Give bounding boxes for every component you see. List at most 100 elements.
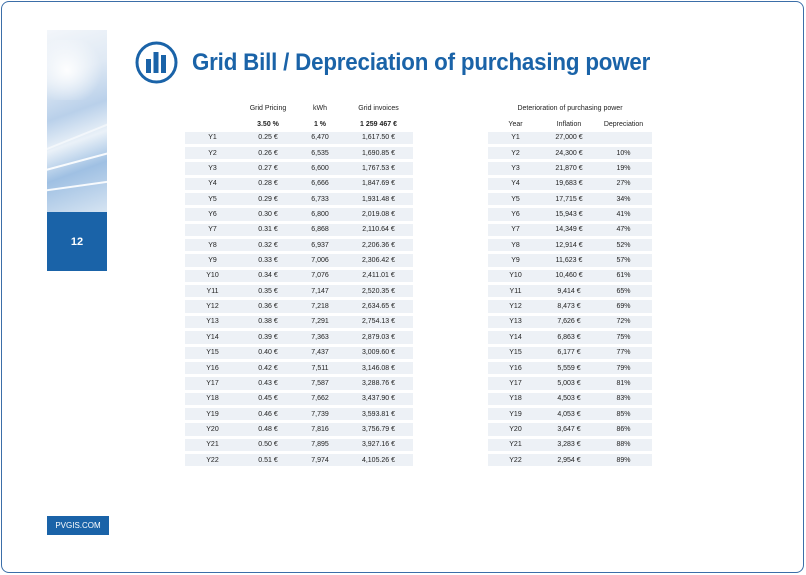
grid-bill-table-body: Y1 0.25 €6,470 1,617.50 € Y2 0.26 €6,535 1,69… [185, 131, 413, 470]
table-row: Y20 3,647 €86% [488, 423, 652, 439]
cell-grid-pricing: 0.26 € [240, 147, 296, 163]
table-row: Y12 8,473 €69% [488, 300, 652, 316]
cell-inflation: 4,053 € [543, 408, 595, 424]
cell-year: Y6 [488, 208, 543, 224]
cell-depreciation: 27% [595, 178, 652, 194]
cell-year: Y21 [185, 439, 240, 454]
cell-inflation: 3,283 € [543, 439, 595, 454]
cell-year: Y3 [488, 162, 543, 178]
cell-grid-invoice: 3,756.79 € [344, 423, 413, 439]
cell-depreciation: 88% [595, 439, 652, 454]
cell-grid-invoice: 1,767.53 € [344, 162, 413, 178]
cell-inflation: 11,623 € [543, 254, 595, 270]
cell-grid-invoice: 2,634.65 € [344, 300, 413, 316]
cell-year: Y17 [488, 377, 543, 393]
cell-kwh: 7,291 [296, 316, 344, 332]
cell-kwh: 6,470 [296, 132, 344, 148]
cell-year: Y17 [185, 377, 240, 393]
cell-year: Y8 [185, 239, 240, 255]
cell-depreciation: 81% [595, 377, 652, 393]
cell-grid-pricing: 0.43 € [240, 377, 296, 393]
cell-year: Y4 [488, 178, 543, 194]
cell-inflation: 17,715 € [543, 193, 595, 209]
cell-kwh: 6,600 [296, 162, 344, 178]
cell-inflation: 5,559 € [543, 362, 595, 378]
cell-grid-pricing: 0.50 € [240, 439, 296, 454]
cell-year: Y22 [488, 454, 543, 470]
cell-inflation: 24,300 € [543, 147, 595, 163]
cell-kwh: 7,147 [296, 285, 344, 301]
cell-year: Y7 [185, 224, 240, 240]
cell-grid-invoice: 2,879.03 € [344, 331, 413, 347]
cell-year: Y15 [185, 347, 240, 362]
cell-kwh: 7,816 [296, 423, 344, 439]
decorative-side-image [47, 30, 107, 212]
table-row: Y1 27,000 € [488, 131, 652, 148]
cell-year: Y1 [185, 132, 240, 148]
table-row: Y6 15,943 €41% [488, 208, 652, 224]
table-row: Y22 0.51 €7,974 4,105.26 € [185, 453, 413, 470]
cell-depreciation: 47% [595, 224, 652, 240]
cell-inflation: 9,414 € [543, 285, 595, 301]
subheader-pricing-rate: 3.50 % [257, 120, 279, 128]
cell-grid-pricing: 0.33 € [240, 254, 296, 270]
cell-depreciation: 77% [595, 347, 652, 362]
table-row: Y9 0.33 €7,006 2,306.42 € [185, 254, 413, 270]
cell-year: Y13 [488, 316, 543, 332]
cell-inflation: 15,943 € [543, 208, 595, 224]
col-header-grid-invoices: Grid invoices [358, 105, 399, 113]
cell-inflation: 7,626 € [543, 316, 595, 332]
cell-year: Y22 [185, 454, 240, 470]
cell-depreciation: 10% [595, 147, 652, 163]
cell-kwh: 7,076 [296, 270, 344, 286]
col-header-inflation: Inflation [556, 120, 582, 128]
depreciation-table-caption: Deterioration of purchasing power [517, 105, 623, 113]
cell-year: Y10 [488, 270, 543, 286]
cell-year: Y1 [488, 132, 543, 148]
cell-grid-pricing: 0.38 € [240, 316, 296, 332]
cell-depreciation: 83% [595, 393, 652, 408]
cell-inflation: 6,863 € [543, 331, 595, 347]
cell-year: Y2 [185, 147, 240, 163]
cell-kwh: 7,662 [296, 393, 344, 408]
grid-bill-table: Grid Pricing kWh Grid invoices 3.50 % 1 … [185, 101, 413, 470]
cell-inflation: 10,460 € [543, 270, 595, 286]
cell-depreciation: 79% [595, 362, 652, 378]
cell-grid-pricing: 0.29 € [240, 193, 296, 209]
cell-year: Y9 [185, 254, 240, 270]
cell-grid-invoice: 3,146.08 € [344, 362, 413, 378]
bar-chart-circle-icon [135, 41, 178, 84]
table-row: Y15 0.40 €7,437 3,009.60 € [185, 346, 413, 362]
table-row: Y3 21,870 €19% [488, 162, 652, 178]
table-row: Y20 0.48 €7,816 3,756.79 € [185, 423, 413, 439]
cell-kwh: 7,363 [296, 331, 344, 347]
cell-year: Y6 [185, 208, 240, 224]
cell-inflation: 12,914 € [543, 239, 595, 255]
cell-year: Y11 [488, 285, 543, 301]
table-row: Y9 11,623 €57% [488, 254, 652, 270]
cell-depreciation: 34% [595, 193, 652, 209]
cell-grid-pricing: 0.36 € [240, 300, 296, 316]
subheader-invoice-total: 1 259 467 € [360, 120, 397, 128]
table-row: Y12 0.36 €7,218 2,634.65 € [185, 300, 413, 316]
cell-depreciation: 72% [595, 316, 652, 332]
cell-grid-pricing: 0.28 € [240, 178, 296, 194]
cell-grid-pricing: 0.46 € [240, 408, 296, 424]
table-row: Y4 19,683 €27% [488, 177, 652, 194]
table-row: Y3 0.27 €6,600 1,767.53 € [185, 162, 413, 178]
table-row: Y13 7,626 €72% [488, 315, 652, 332]
cell-depreciation: 86% [595, 423, 652, 439]
cell-depreciation: 69% [595, 300, 652, 316]
cell-year: Y20 [185, 423, 240, 439]
cell-kwh: 7,587 [296, 377, 344, 393]
table-row: Y1 0.25 €6,470 1,617.50 € [185, 131, 413, 148]
cell-grid-invoice: 3,009.60 € [344, 347, 413, 362]
cell-inflation: 8,473 € [543, 300, 595, 316]
cell-grid-invoice: 2,754.13 € [344, 316, 413, 332]
cell-grid-pricing: 0.40 € [240, 347, 296, 362]
cell-depreciation: 19% [595, 162, 652, 178]
footer-site-badge[interactable]: PVGIS.COM [47, 516, 109, 535]
cell-year: Y12 [488, 300, 543, 316]
cell-grid-invoice: 1,617.50 € [344, 132, 413, 148]
table-row: Y14 6,863 €75% [488, 331, 652, 347]
